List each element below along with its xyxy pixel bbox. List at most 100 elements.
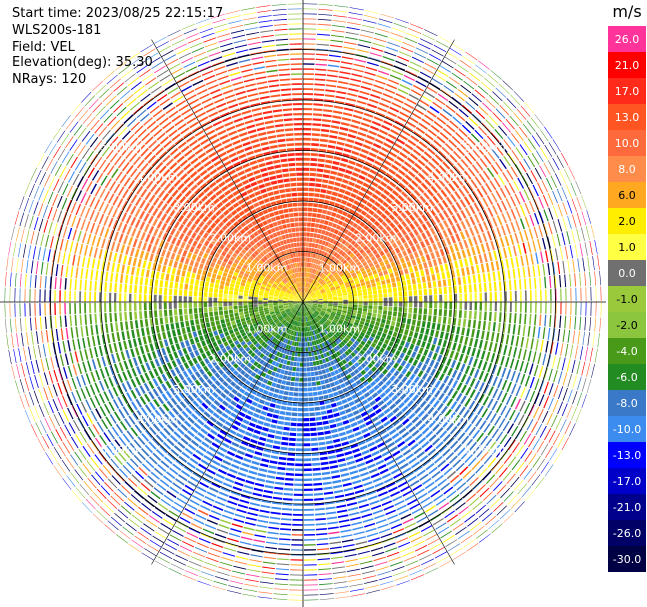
ppi-gate-cell xyxy=(262,566,275,570)
ppi-gate-cell xyxy=(380,243,387,250)
ppi-gate-cell xyxy=(303,217,308,222)
ppi-gate-cell xyxy=(544,428,552,441)
ppi-gate-cell xyxy=(219,561,233,567)
ppi-gate-cell xyxy=(150,360,156,369)
ppi-gate-cell xyxy=(353,242,359,249)
ppi-gate-cell xyxy=(96,421,104,432)
ppi-gate-cell xyxy=(353,302,358,305)
ppi-gate-cell xyxy=(390,523,403,530)
ppi-gate-cell xyxy=(218,369,225,376)
ppi-gate-cell xyxy=(308,310,312,315)
ppi-gate-cell xyxy=(530,117,540,129)
ppi-gate-cell xyxy=(228,585,243,590)
ppi-gate-cell xyxy=(543,396,550,409)
ppi-gate-cell xyxy=(268,327,273,332)
ppi-gate-cell xyxy=(249,382,255,389)
ppi-gate-cell xyxy=(403,102,415,110)
ppi-gate-cell xyxy=(506,381,512,393)
ppi-gate-cell xyxy=(283,332,287,338)
ppi-gate-cell xyxy=(513,112,523,124)
ppi-gate-cell xyxy=(311,243,316,248)
ppi-gate-cell xyxy=(276,340,281,346)
ppi-gate-cell xyxy=(396,215,404,223)
ppi-gate-cell xyxy=(265,417,272,423)
ppi-gate-cell xyxy=(492,217,498,227)
ppi-gate-cell xyxy=(402,262,407,269)
ppi-gate-cell xyxy=(423,563,437,570)
ppi-gate-cell xyxy=(392,234,399,242)
ppi-gate-cell xyxy=(498,281,502,291)
ppi-gate-cell xyxy=(247,355,253,362)
ppi-gate-cell xyxy=(387,111,398,118)
ppi-gate-cell xyxy=(376,209,383,216)
ppi-gate-cell xyxy=(202,528,215,535)
ppi-gate-cell xyxy=(351,312,357,316)
ppi-gate-cell xyxy=(331,433,339,439)
ppi-gate-cell xyxy=(332,306,338,310)
ppi-gate-cell xyxy=(330,371,336,377)
ppi-gate-cell xyxy=(281,364,286,370)
ppi-gate-cell xyxy=(337,305,343,309)
ppi-gate-cell xyxy=(303,298,307,302)
ppi-gate-cell xyxy=(263,489,273,494)
ppi-gate-cell xyxy=(419,554,432,561)
ppi-gate-cell xyxy=(236,334,242,340)
ppi-gate-cell xyxy=(586,209,591,224)
ppi-gate-cell xyxy=(377,412,385,419)
ppi-gate-cell xyxy=(428,420,437,429)
ppi-gate-cell xyxy=(310,307,316,312)
ppi-gate-cell xyxy=(448,309,452,317)
ppi-gate-cell xyxy=(417,370,424,378)
ppi-gate-cell xyxy=(337,291,342,295)
ppi-gate-cell xyxy=(366,201,373,208)
ppi-gate-cell xyxy=(311,138,320,142)
ppi-gate-cell xyxy=(325,159,333,164)
ppi-gate-cell xyxy=(317,254,321,260)
ppi-gate-cell xyxy=(254,482,265,487)
ppi-gate-cell xyxy=(408,231,415,239)
ppi-gate-cell xyxy=(198,376,205,384)
ppi-gate-cell xyxy=(129,458,139,468)
ppi-gate-cell xyxy=(381,265,387,271)
ppi-gate-cell xyxy=(257,320,263,325)
ppi-gate-cell xyxy=(353,277,359,282)
ppi-gate-cell xyxy=(451,72,463,81)
ppi-gate-cell xyxy=(353,452,362,458)
ppi-gate-cell xyxy=(225,362,232,369)
ppi-gate-cell xyxy=(458,406,466,416)
ppi-gate-cell xyxy=(333,346,339,352)
ppi-gate-cell xyxy=(242,324,248,329)
ppi-gate-cell xyxy=(183,465,193,473)
ppi-gate-cell xyxy=(365,458,374,465)
ppi-gate-cell xyxy=(225,345,231,351)
ppi-gate-cell xyxy=(475,417,483,427)
ppi-gate-cell xyxy=(417,283,422,290)
ppi-gate-cell xyxy=(329,261,335,267)
ppi-gate-cell xyxy=(275,481,284,485)
ppi-gate-cell xyxy=(304,287,306,293)
ppi-gate-cell xyxy=(386,551,400,558)
ppi-gate-cell xyxy=(536,440,545,453)
ppi-gate-cell xyxy=(304,332,307,337)
ppi-gate-cell xyxy=(255,327,261,332)
ppi-gate-cell xyxy=(539,165,547,178)
ppi-gate-cell xyxy=(339,204,346,210)
ppi-gate-cell xyxy=(360,148,370,155)
ppi-gate-cell xyxy=(409,373,416,381)
ppi-gate-cell xyxy=(118,436,127,446)
ppi-gate-cell xyxy=(24,409,31,424)
ppi-gate-cell xyxy=(321,466,330,471)
ppi-gate-cell xyxy=(449,494,460,503)
ppi-gate-cell xyxy=(409,253,415,260)
ppi-gate-cell xyxy=(346,460,356,466)
ppi-gate-cell xyxy=(228,468,238,474)
ppi-gate-cell xyxy=(310,336,314,341)
ppi-gate-cell xyxy=(305,337,308,342)
ppi-gate-cell xyxy=(505,118,515,130)
ppi-gate-cell xyxy=(389,403,397,410)
ppi-gate-cell xyxy=(496,484,507,495)
ppi-gate-cell xyxy=(307,316,311,321)
ppi-gate-cell xyxy=(222,327,228,333)
ppi-gate-cell xyxy=(385,197,393,205)
ppi-gate-cell xyxy=(180,470,191,478)
